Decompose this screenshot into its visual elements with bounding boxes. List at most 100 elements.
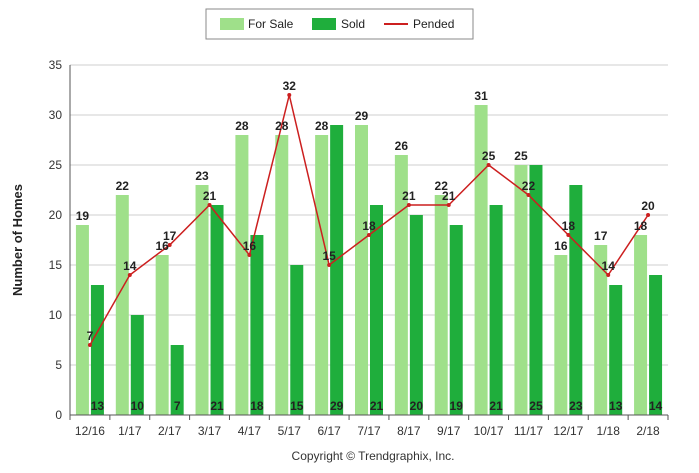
pended-value-label: 21 [402, 189, 416, 203]
for-sale-value-label: 16 [155, 239, 169, 253]
bar-for-sale [514, 165, 528, 415]
bar-for-sale [155, 255, 169, 415]
sold-value-label: 25 [529, 399, 543, 413]
pended-point [287, 93, 292, 97]
copyright-text: Copyright © Trendgraphix, Inc. [292, 449, 455, 463]
bar-for-sale [554, 255, 568, 415]
pended-value-label: 15 [322, 249, 336, 263]
bar-sold [529, 165, 543, 415]
pended-value-label: 32 [283, 79, 297, 93]
pended-point [167, 243, 172, 247]
bar-sold [130, 315, 144, 415]
x-tick-label: 1/18 [597, 424, 621, 438]
pended-value-label: 18 [362, 219, 376, 233]
for-sale-value-label: 29 [355, 109, 369, 123]
x-tick-label: 1/17 [118, 424, 142, 438]
sold-value-label: 21 [489, 399, 503, 413]
x-tick-label: 3/17 [198, 424, 222, 438]
x-tick-label: 7/17 [357, 424, 381, 438]
x-tick-label: 8/17 [397, 424, 421, 438]
x-tick-label: 6/17 [317, 424, 341, 438]
bar-sold [290, 265, 304, 415]
y-tick-label: 5 [55, 358, 62, 372]
x-tick-label: 9/17 [437, 424, 461, 438]
bar-for-sale [594, 245, 608, 415]
y-tick-label: 20 [49, 208, 63, 222]
bar-for-sale [434, 195, 448, 415]
bar-for-sale [315, 135, 329, 415]
pended-point [87, 343, 92, 347]
for-sale-value-label: 19 [76, 209, 90, 223]
legend-label-for-sale: For Sale [248, 17, 294, 31]
bar-sold [569, 185, 583, 415]
axes: 0 5 10 15 20 25 30 35 12/16 1/17 2/17 3/17 4/17 5/17 6… [49, 58, 669, 438]
pended-value-label: 14 [123, 259, 137, 273]
legend: For Sale Sold Pended [205, 8, 474, 40]
y-tick-label: 10 [49, 308, 63, 322]
sold-value-label: 29 [330, 399, 344, 413]
pended-point [486, 163, 491, 167]
x-tick-label: 2/17 [158, 424, 182, 438]
y-axis-title: Number of Homes [10, 184, 25, 296]
pended-point [247, 253, 252, 257]
for-sale-value-label: 22 [435, 179, 449, 193]
bar-sold [210, 205, 224, 415]
y-tick-label: 30 [49, 108, 63, 122]
bar-for-sale [355, 125, 368, 415]
legend-swatch-for-sale [220, 18, 244, 30]
pended-value-label: 18 [562, 219, 576, 233]
legend-swatch-sold [312, 18, 336, 30]
bar-sold [170, 345, 184, 415]
bars [75, 105, 663, 415]
sold-value-label: 19 [450, 399, 464, 413]
pended-point [327, 263, 332, 267]
for-sale-value-label: 28 [235, 119, 249, 133]
for-sale-value-label: 18 [634, 219, 648, 233]
y-tick-label: 35 [49, 58, 63, 72]
for-sale-value-label: 22 [116, 179, 130, 193]
for-sale-value-label: 28 [315, 119, 329, 133]
sold-value-label: 13 [609, 399, 623, 413]
bar-sold [330, 125, 344, 415]
sold-value-label: 7 [174, 399, 181, 413]
bar-sold [409, 215, 423, 415]
x-tick-label: 12/16 [75, 424, 105, 438]
y-tick-label: 15 [49, 258, 63, 272]
gridlines [70, 64, 668, 366]
sold-value-label: 15 [290, 399, 304, 413]
legend-label-pended: Pended [413, 17, 454, 31]
bar-for-sale [275, 135, 289, 415]
x-tick-label: 10/17 [474, 424, 504, 438]
for-sale-value-label: 17 [594, 229, 608, 243]
x-tick-label: 5/17 [278, 424, 302, 438]
pended-point [566, 233, 571, 237]
for-sale-value-label: 31 [474, 89, 488, 103]
x-tick-label: 11/17 [514, 424, 543, 438]
pended-point [446, 203, 451, 207]
for-sale-value-label: 26 [395, 139, 409, 153]
bar-sold [609, 285, 623, 415]
bar-sold [370, 205, 383, 415]
bar-for-sale [394, 155, 408, 415]
bar-sold [90, 285, 104, 415]
data-labels: 19 13 7 22 10 14 16 7 17 23 21 21 28 18 16 28 15 32 28 29 15… [76, 79, 663, 413]
pended-line [87, 93, 651, 347]
bar-sold [489, 205, 503, 415]
pended-value-label: 22 [522, 179, 536, 193]
pended-value-label: 16 [243, 239, 257, 253]
pended-point [606, 273, 611, 277]
bar-for-sale [235, 135, 249, 415]
x-tick-label: 4/17 [238, 424, 262, 438]
sold-value-label: 10 [131, 399, 145, 413]
pended-value-label: 21 [203, 189, 217, 203]
pended-value-label: 7 [87, 329, 94, 343]
for-sale-value-label: 28 [275, 119, 289, 133]
for-sale-value-label: 16 [554, 239, 568, 253]
pended-point [646, 213, 651, 217]
pended-value-label: 20 [641, 199, 655, 213]
bar-sold [649, 275, 663, 415]
pended-point [207, 203, 212, 207]
sold-value-label: 14 [649, 399, 663, 413]
